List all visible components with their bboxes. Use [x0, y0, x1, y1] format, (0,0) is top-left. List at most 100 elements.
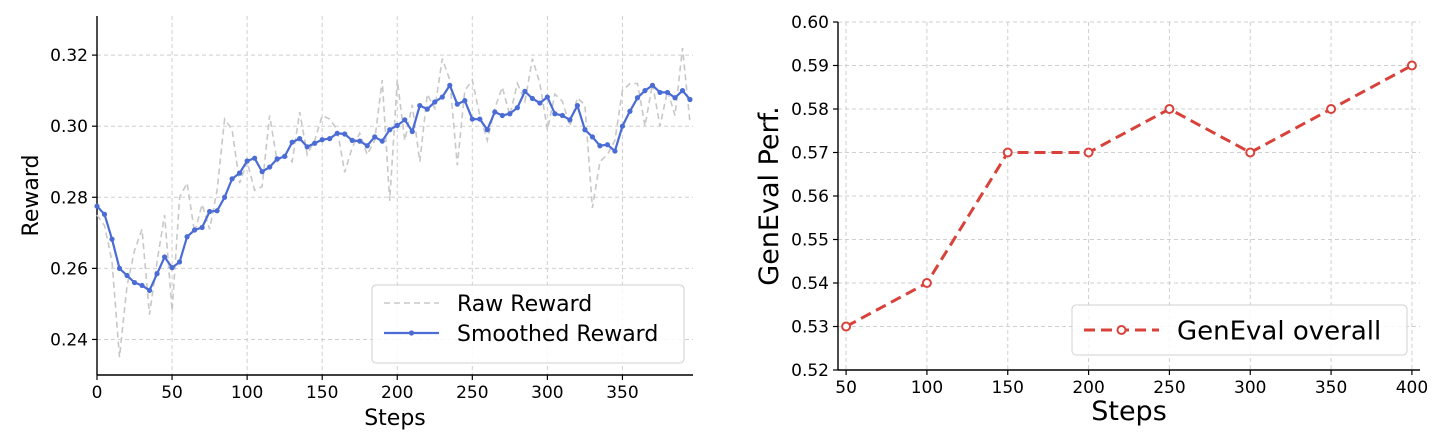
smoothed-reward-point [184, 234, 190, 240]
smoothed-reward-point [484, 127, 490, 133]
smoothed-reward-point [604, 142, 611, 148]
x-tick-label: 200 [1072, 378, 1104, 398]
smoothed-reward-point [574, 102, 581, 109]
y-tick-label: 0.26 [50, 259, 88, 279]
geneval-chart: 50 100 150 200 250 300 350 400 0.52 0.53 0.54 0.55 0… [754, 13, 1428, 427]
smoothed-reward-point [349, 137, 355, 144]
smoothed-reward-point [124, 272, 130, 279]
y-tick-label: 0.30 [50, 117, 88, 137]
reward-chart: 0 50 100 150 200 250 300 350 0.24 0.26 0.28 0.30 0.3… [19, 16, 693, 431]
x-tick-label: 300 [1234, 378, 1266, 398]
x-tick-label: 250 [1153, 378, 1185, 398]
geneval-overall-point [1245, 147, 1256, 158]
smoothed-reward-point [222, 194, 228, 200]
smoothed-reward-point [379, 138, 385, 144]
smoothed-reward-point [304, 144, 310, 150]
geneval-overall-line [845, 64, 1413, 328]
smoothed-reward-point [657, 89, 663, 96]
x-tick-label: 150 [306, 383, 338, 403]
x-tick-label: 50 [835, 378, 857, 398]
smoothed-reward-point [424, 106, 430, 112]
x-tick-label: 300 [531, 383, 563, 403]
smoothed-reward-point [507, 111, 513, 117]
geneval-overall-point [841, 321, 852, 332]
smoothed-reward-point [619, 123, 626, 129]
smoothed-reward-point [627, 108, 633, 114]
y-tick-label: 0.59 [791, 57, 829, 77]
smoothed-reward-point [649, 82, 656, 88]
y-tick-label: 0.56 [791, 187, 829, 207]
y-tick-label: 0.52 [791, 361, 829, 381]
smoothed-reward-point [109, 236, 115, 242]
x-tick-label: 100 [911, 378, 943, 398]
y-axis-label: GenEval Perf. [754, 106, 785, 285]
smoothed-reward-point [342, 131, 348, 137]
smoothed-reward-point [214, 208, 220, 214]
smoothed-reward-point [597, 143, 603, 149]
smoothed-reward-point [522, 88, 528, 94]
smoothed-reward-point [387, 127, 393, 133]
smoothed-reward-point [199, 224, 205, 231]
y-tick-label: 0.54 [791, 274, 829, 294]
smoothed-reward-point [237, 170, 243, 176]
smoothed-reward-point [409, 128, 415, 135]
x-tick-label: 250 [456, 383, 488, 403]
legend-box [371, 284, 685, 364]
smoothed-reward-point [94, 203, 100, 209]
smoothed-reward-point [191, 227, 198, 233]
smoothed-reward-point [672, 95, 678, 101]
smoothed-reward-point [687, 96, 693, 103]
smoothed-reward-point [432, 99, 438, 105]
smoothed-reward-point [537, 100, 543, 106]
y-tick-label: 0.60 [791, 13, 829, 33]
smoothed-reward-point [154, 271, 160, 277]
smoothed-reward-point [282, 153, 288, 160]
y-tick-label: 0.53 [791, 318, 829, 338]
y-axis-label: Reward [19, 155, 44, 237]
smoothed-reward-point [462, 97, 468, 104]
smoothed-reward-point [146, 287, 153, 294]
legend-box [1071, 304, 1408, 356]
y-tick-label: 0.57 [791, 144, 829, 164]
smoothed-reward-point [552, 111, 558, 117]
x-tick-label: 0 [92, 383, 103, 403]
smoothed-reward-point [259, 169, 265, 175]
smoothed-reward-point [176, 259, 183, 265]
smoothed-reward-point [274, 156, 280, 162]
x-tick-label: 50 [161, 383, 183, 403]
smoothed-reward-point [101, 211, 108, 217]
smoothed-reward-point [289, 139, 295, 145]
geneval-overall-point [1164, 104, 1175, 114]
geneval-overall-point [1002, 147, 1013, 158]
y-tick-label: 0.24 [50, 330, 88, 350]
smoothed-reward-point [364, 143, 370, 149]
geneval-overall-point [1083, 147, 1094, 158]
y-tick-label: 0.32 [50, 46, 88, 66]
smoothed-reward-point [634, 95, 641, 101]
x-tick-label: 350 [1315, 378, 1347, 398]
smoothed-reward-point [447, 82, 453, 88]
smoothed-reward-point [357, 138, 363, 144]
y-tick-label: 0.58 [791, 100, 829, 120]
smoothed-reward-point [514, 105, 520, 111]
legend-label: Smoothed Reward [457, 322, 658, 347]
smoothed-reward-point [492, 109, 498, 115]
y-tick-label: 0.28 [50, 188, 88, 208]
smoothed-reward-point [454, 101, 460, 107]
smoothed-reward-point [244, 158, 250, 164]
smoothed-reward-point [469, 116, 475, 122]
y-tick-label: 0.55 [791, 231, 829, 251]
smoothed-reward-point [161, 254, 168, 260]
smoothed-reward-point [394, 122, 400, 129]
smoothed-reward-point [612, 148, 618, 154]
smoothed-reward-point [544, 94, 550, 100]
x-axis-label: Steps [1091, 396, 1167, 427]
smoothed-reward-point [334, 130, 340, 136]
smoothed-reward-point [439, 94, 445, 100]
smoothed-reward-point [139, 282, 145, 289]
smoothed-reward-point [267, 164, 273, 170]
x-tick-label: 200 [381, 383, 413, 403]
smoothed-reward-point [206, 208, 213, 215]
smoothed-reward-point [559, 112, 565, 119]
legend-label: GenEval overall [1177, 316, 1381, 346]
